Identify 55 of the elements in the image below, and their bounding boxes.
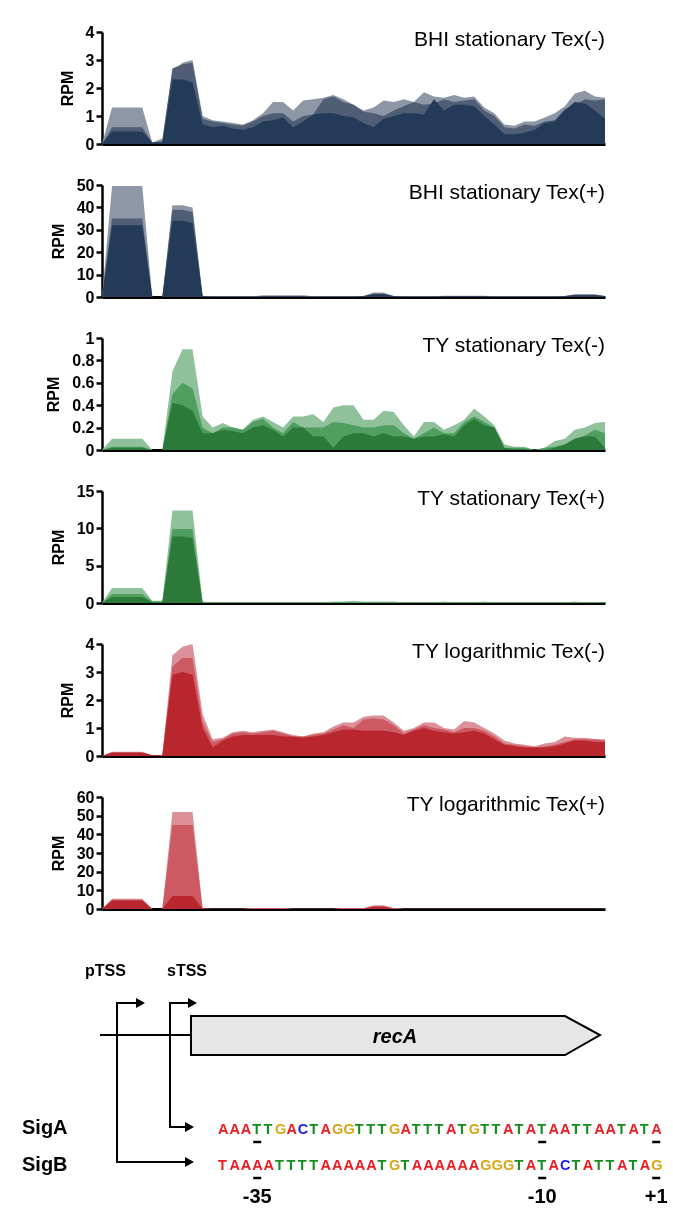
text: TAAAATTTTAAAAATGTAAAAAAGGGTATACTATTATAG — [218, 1157, 663, 1173]
y-tick-label: 4 — [85, 635, 95, 653]
y-tick-label: 10 — [76, 881, 95, 899]
y-tick-label: 0 — [85, 135, 95, 153]
y-axis-title: RPM — [58, 682, 76, 719]
y-tick-label: 0.6 — [72, 374, 95, 392]
y-tick-label: 15 — [76, 482, 95, 500]
y-tick-label: 30 — [76, 844, 95, 862]
chart-title: TY stationary Tex(-) — [422, 333, 605, 356]
y-axis-title: RPM — [49, 529, 67, 566]
text: -10 — [527, 1185, 557, 1207]
y-tick-label: 2 — [85, 79, 95, 97]
y-tick-label: 3 — [85, 663, 95, 681]
y-tick-label: 0.8 — [72, 351, 95, 369]
chart-title: TY logarithmic Tex(+) — [406, 792, 605, 815]
y-tick-label: 0.4 — [72, 396, 95, 414]
y-tick-label: 40 — [76, 825, 95, 843]
chart-title: BHI stationary Tex(-) — [414, 27, 605, 50]
y-tick-label: 1 — [85, 719, 95, 737]
text: SigB — [22, 1153, 68, 1175]
y-tick-label: 50 — [76, 807, 95, 825]
y-tick-label: 4 — [85, 23, 95, 41]
chart-title: TY logarithmic Tex(-) — [412, 639, 605, 662]
y-tick-label: 0 — [85, 594, 95, 612]
text: +1 — [644, 1185, 668, 1207]
y-tick-label: 2 — [85, 691, 95, 709]
y-tick-label: 60 — [76, 788, 95, 806]
y-tick-label: 1 — [85, 329, 95, 347]
y-tick-label: 3 — [85, 51, 95, 69]
y-tick-label: 10 — [76, 519, 95, 537]
y-tick-label: 30 — [76, 221, 95, 239]
y-tick-label: 0.2 — [72, 419, 95, 437]
text: -35 — [242, 1185, 272, 1207]
y-axis-title: RPM — [49, 223, 67, 260]
chart-title: TY stationary Tex(+) — [417, 486, 605, 509]
y-axis-title: RPM — [45, 376, 63, 413]
y-tick-label: 0 — [85, 288, 95, 306]
y-tick-label: 20 — [76, 243, 95, 261]
y-tick-label: 20 — [76, 863, 95, 881]
y-tick-label: 1 — [85, 107, 95, 125]
y-tick-label: 40 — [76, 198, 95, 216]
text: pTSS — [85, 962, 127, 979]
text: AAATTGACTAGGTTTGATTTATGTTATATAATTAATATA — [218, 1121, 662, 1137]
y-axis-title: RPM — [58, 70, 76, 107]
y-tick-label: 5 — [85, 557, 95, 575]
y-tick-label: 50 — [76, 176, 95, 194]
text: sTSS — [167, 962, 208, 979]
y-tick-label: 10 — [76, 266, 95, 284]
text: recA — [372, 1025, 418, 1047]
y-tick-label: 0 — [85, 441, 95, 459]
chart-title: BHI stationary Tex(+) — [408, 180, 605, 203]
y-axis-title: RPM — [49, 835, 67, 872]
y-tick-label: 0 — [85, 900, 95, 918]
text: SigA — [22, 1116, 68, 1138]
y-tick-label: 0 — [85, 747, 95, 765]
